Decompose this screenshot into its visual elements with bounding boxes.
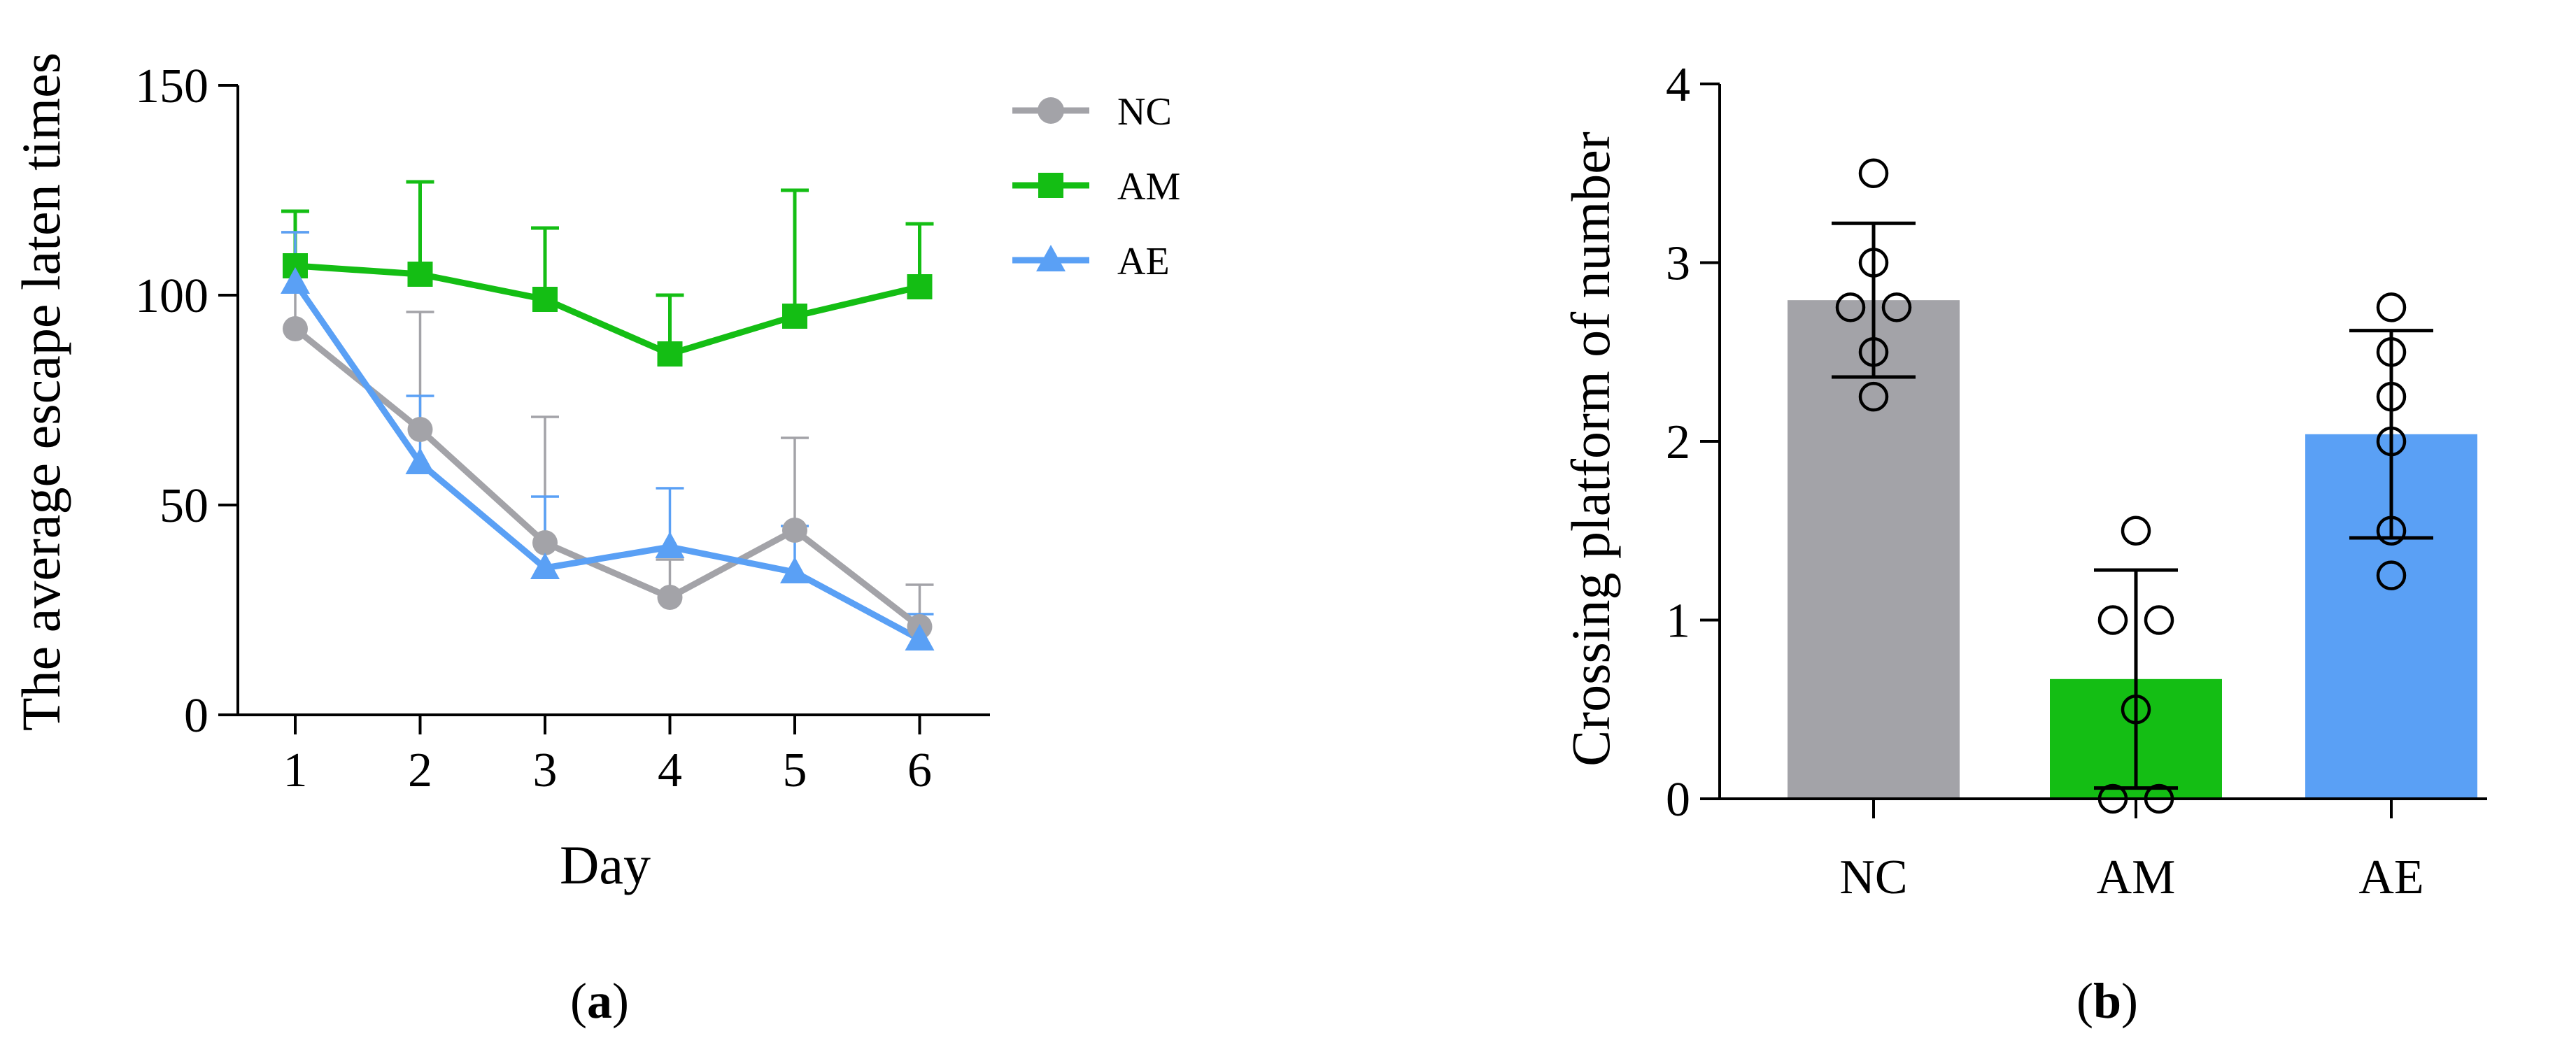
series-line-am: [295, 262, 921, 357]
data-point-ae-3: [2376, 381, 2407, 412]
x-tick-label-6: 6: [907, 744, 932, 797]
line-chart-escape-latency: 0 50 100 150 1 2 3 4 5 6 Day The average escape …: [10, 52, 1180, 1029]
y-tick-label-4: 4: [1666, 58, 1690, 112]
data-point-am-2: [2097, 605, 2128, 635]
data-point-ae-1: [2376, 292, 2407, 322]
data-point-nc-1: [1858, 158, 1889, 188]
marker-ae-day-6: [905, 624, 935, 650]
legend-marker-am: [1038, 173, 1063, 198]
legend-marker-ae: [1036, 245, 1066, 271]
x-tick-label-5: 5: [783, 744, 807, 797]
x-tick-label-nc: NC: [1839, 851, 1907, 904]
data-point-ae-6: [2376, 560, 2407, 590]
data-point-am-3: [2144, 605, 2174, 635]
legend-label-nc: NC: [1117, 90, 1172, 134]
panel-letter-b: b: [2093, 973, 2121, 1029]
bar-chart-y-axis-label: Crossing platform of number: [1560, 131, 1621, 767]
data-point-nc-5: [1858, 337, 1889, 367]
marker-nc-day-3: [532, 530, 558, 555]
data-point-nc-3: [1835, 292, 1866, 322]
marker-nc-day-5: [782, 518, 807, 543]
data-point-am-1: [2121, 516, 2151, 546]
line-chart-x-ticks: 1 2 3 4 5 6: [283, 715, 932, 797]
x-tick-label-ae: AE: [2358, 851, 2423, 904]
panel-label-b: (b): [2076, 973, 2138, 1029]
error-bar-am-day-5: [781, 188, 809, 316]
marker-ae-day-2: [405, 448, 435, 474]
bar-chart-x-ticks: NC AM AE: [1839, 799, 2424, 904]
error-bar-nc-day-5: [781, 436, 809, 530]
data-point-ae-2: [2376, 337, 2407, 367]
marker-ae-day-1: [281, 267, 310, 294]
x-tick-label-am: AM: [2097, 851, 2176, 904]
marker-am-day-6: [907, 274, 933, 299]
x-tick-label-2: 2: [408, 744, 432, 797]
x-tick-label-4: 4: [658, 744, 682, 797]
x-tick-label-1: 1: [283, 744, 308, 797]
marker-ae-day-4: [655, 532, 685, 558]
y-tick-label-2: 2: [1666, 415, 1690, 469]
legend-item-nc: NC: [1012, 90, 1172, 134]
series-line-nc: [293, 326, 922, 630]
data-point-ae-5: [2376, 516, 2407, 546]
y-tick-label-50: 50: [160, 479, 208, 533]
marker-nc-day-2: [407, 417, 433, 442]
y-tick-label-0: 0: [184, 689, 208, 743]
data-point-am-4: [2121, 695, 2151, 725]
marker-ae-day-5: [780, 557, 809, 583]
line-chart-x-axis-label: Day: [560, 834, 651, 895]
line-chart-axes: [236, 85, 990, 716]
y-tick-label-1: 1: [1666, 595, 1690, 648]
legend-marker-nc: [1038, 97, 1064, 124]
data-point-nc-4: [1881, 292, 1912, 322]
marker-am-day-5: [782, 304, 807, 329]
legend-label-ae: AE: [1117, 240, 1170, 283]
x-tick-label-3: 3: [533, 744, 558, 797]
y-tick-label-0: 0: [1666, 773, 1690, 827]
bar-chart-y-ticks: 0 1 2 3 4: [1666, 58, 1720, 827]
marker-nc-day-1: [283, 316, 308, 341]
line-chart-series-lines: [292, 262, 922, 642]
marker-am-day-3: [532, 287, 558, 312]
marker-am-day-4: [657, 341, 683, 367]
line-chart-markers: [281, 253, 935, 650]
data-point-nc-2: [1858, 248, 1889, 278]
panel-letter-a: a: [587, 973, 612, 1029]
line-chart-y-ticks: 0 50 100 150: [135, 59, 238, 743]
y-tick-label-3: 3: [1666, 237, 1690, 291]
panel-label-a: (a): [570, 973, 629, 1029]
marker-nc-day-4: [657, 585, 683, 610]
line-chart-legend: NC AM AE: [1012, 90, 1180, 283]
bar-chart-bars: [1788, 300, 2477, 799]
data-point-nc-6: [1858, 381, 1889, 412]
marker-ae-day-3: [530, 553, 560, 579]
series-line-ae: [292, 280, 921, 642]
y-tick-label-150: 150: [135, 59, 208, 113]
data-point-ae-4: [2376, 426, 2407, 457]
y-tick-label-100: 100: [135, 269, 208, 323]
marker-am-day-2: [407, 262, 433, 287]
legend-item-ae: AE: [1012, 240, 1170, 283]
bar-chart-crossing-platform: 0 1 2 3 4 NC AM AE Crossing platform of number…: [1560, 58, 2487, 1029]
line-chart-y-axis-label: The average escape laten times: [10, 52, 71, 731]
legend-label-am: AM: [1117, 165, 1180, 208]
error-bar-am-day-2: [406, 180, 434, 274]
legend-item-am: AM: [1012, 165, 1180, 208]
